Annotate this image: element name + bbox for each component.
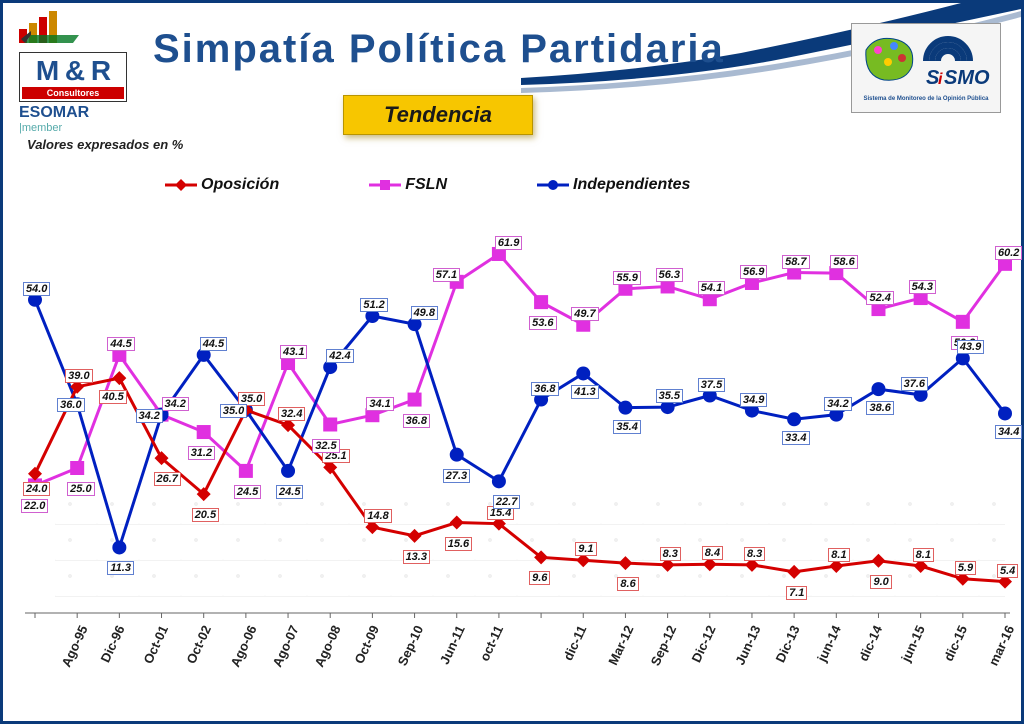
data-point-label: 8.3 xyxy=(660,547,681,561)
data-point-label: 25.0 xyxy=(67,482,94,496)
data-point-label: 13.3 xyxy=(403,550,430,564)
data-point-label: 55.9 xyxy=(613,271,640,285)
data-point-label: 42.4 xyxy=(326,349,353,363)
data-point-label: 24.0 xyxy=(23,482,50,496)
data-point-label: 36.0 xyxy=(57,398,84,412)
data-point-label: 22.7 xyxy=(493,495,520,509)
data-point-label: 44.5 xyxy=(107,337,134,351)
bars-chart-icon xyxy=(19,11,79,43)
esomar-text: ESOMAR xyxy=(19,104,127,122)
data-point-label: 57.1 xyxy=(433,268,460,282)
tendencia-badge: Tendencia xyxy=(343,95,533,135)
data-point-label: 5.9 xyxy=(955,561,976,575)
sismo-caption: Sistema de Monitoreo de la Opinión Públi… xyxy=(852,96,1000,102)
data-point-label: 20.5 xyxy=(192,508,219,522)
data-point-label: 56.9 xyxy=(740,265,767,279)
data-point-label: 49.8 xyxy=(411,306,438,320)
data-point-label: 9.6 xyxy=(529,571,550,585)
data-point-label: 35.5 xyxy=(656,389,683,403)
data-point-label: 43.1 xyxy=(280,345,307,359)
data-point-label: 34.2 xyxy=(824,397,851,411)
data-point-label: 51.2 xyxy=(360,298,387,312)
data-point-label: 37.6 xyxy=(901,377,928,391)
data-point-label: 41.3 xyxy=(571,385,598,399)
data-point-label: 38.6 xyxy=(866,401,893,415)
data-point-label: 36.8 xyxy=(403,414,430,428)
data-point-label: 56.3 xyxy=(656,268,683,282)
data-point-label: 35.4 xyxy=(613,420,640,434)
data-point-label: 53.6 xyxy=(529,316,556,330)
data-point-label: 40.5 xyxy=(99,390,126,404)
member-text: |member xyxy=(19,122,127,134)
sismo-logo: S i SMO Sistema de Monitoreo de la Opini… xyxy=(851,23,1001,113)
data-point-label: 32.5 xyxy=(312,439,339,453)
data-point-label: 7.1 xyxy=(786,586,807,600)
consultores-text: Consultores xyxy=(22,87,124,99)
data-point-label: 34.2 xyxy=(136,409,163,423)
data-point-label: 11.3 xyxy=(107,561,134,575)
sismo-icon: S i SMO xyxy=(856,26,996,96)
data-point-label: 8.1 xyxy=(913,548,934,562)
data-point-label: 9.1 xyxy=(575,542,596,556)
svg-text:SMO: SMO xyxy=(944,67,990,89)
data-point-label: 22.0 xyxy=(21,499,48,513)
subtitle: Valores expresados en % xyxy=(27,137,183,152)
data-point-label: 60.2 xyxy=(995,246,1022,260)
data-point-label: 37.5 xyxy=(698,378,725,392)
data-point-label: 8.3 xyxy=(744,547,765,561)
page-title: Simpatía Política Partidaria xyxy=(153,27,725,72)
data-point-label: 36.8 xyxy=(531,382,558,396)
data-point-label: 34.9 xyxy=(740,393,767,407)
data-point-label: 24.5 xyxy=(234,485,261,499)
data-point-label: 26.7 xyxy=(154,472,181,486)
data-point-label: 15.6 xyxy=(445,537,472,551)
mr-text: M & R xyxy=(22,55,124,87)
data-point-label: 32.4 xyxy=(278,407,305,421)
data-point-label: 61.9 xyxy=(495,236,522,250)
data-point-label: 39.0 xyxy=(65,369,92,383)
data-point-label: 58.6 xyxy=(830,255,857,269)
data-point-label: 31.2 xyxy=(188,446,215,460)
data-point-label: 52.4 xyxy=(866,291,893,305)
data-point-label: 33.4 xyxy=(782,431,809,445)
trend-chart: OposiciónFSLNIndependientes 24.039.040.5… xyxy=(15,163,1015,667)
data-point-label: 54.0 xyxy=(23,282,50,296)
data-point-label: 44.5 xyxy=(200,337,227,351)
mr-consultores-logo: M & R Consultores ESOMAR |member xyxy=(19,11,127,121)
data-point-label: 8.1 xyxy=(828,548,849,562)
data-point-label: 49.7 xyxy=(571,307,598,321)
data-point-label: 35.0 xyxy=(220,404,247,418)
data-point-label: 54.1 xyxy=(698,281,725,295)
data-point-label: 34.2 xyxy=(162,397,189,411)
data-point-label: 54.3 xyxy=(909,280,936,294)
data-point-label: 9.0 xyxy=(870,575,891,589)
data-point-label: 27.3 xyxy=(443,469,470,483)
data-point-label: 14.8 xyxy=(364,509,391,523)
data-point-label: 34.1 xyxy=(366,397,393,411)
data-point-label: 8.4 xyxy=(702,546,723,560)
data-point-label: 58.7 xyxy=(782,255,809,269)
data-point-label: 5.4 xyxy=(997,564,1018,578)
data-point-label: 43.9 xyxy=(957,340,984,354)
data-point-label: 34.4 xyxy=(995,425,1022,439)
data-point-label: 8.6 xyxy=(617,577,638,591)
svg-text:i: i xyxy=(938,71,943,88)
data-point-label: 24.5 xyxy=(276,485,303,499)
